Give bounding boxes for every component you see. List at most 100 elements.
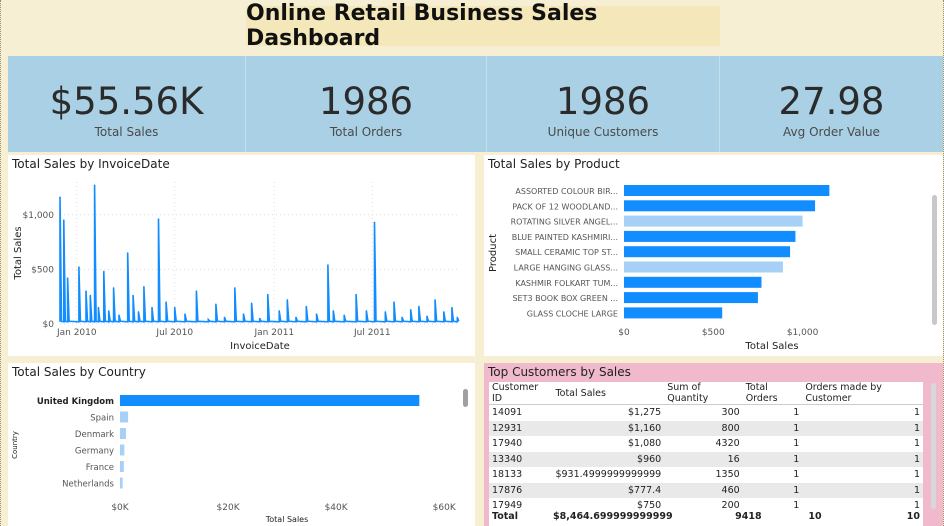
line-point [234, 287, 236, 289]
table-cell: 300 [721, 407, 740, 419]
panel-title: Total Sales by Product [488, 157, 620, 171]
table-cell: 460 [664, 482, 743, 498]
table-cell: $960 [552, 451, 665, 467]
line-point [409, 309, 412, 311]
country-bar [120, 428, 126, 439]
sales-by-date-panel[interactable]: Total Sales by InvoiceDate Jan 2010 Jul 2… [8, 155, 475, 356]
kpi-total-sales[interactable]: $55.56K Total Sales [8, 56, 245, 152]
col-header-sorted[interactable]: Total Sales [552, 382, 665, 405]
y-tick-label: $1,000 [23, 211, 55, 221]
x-axis-title: Total Sales [744, 341, 798, 352]
table-cell: 1 [913, 500, 920, 512]
product-bar [624, 292, 758, 304]
table-row[interactable]: 17949 $750 200 1 1 [489, 498, 923, 514]
table-cell: 1 [793, 469, 800, 481]
kpi-total-orders[interactable]: 1986 Total Orders [246, 56, 486, 152]
line-point [195, 290, 198, 293]
table-cell: 800 [664, 420, 743, 436]
y-tick-label: $500 [31, 265, 54, 275]
dashboard-title: Online Retail Business Sales Dashboard [246, 1, 598, 51]
left-border [0, 0, 3, 526]
line-point [85, 290, 87, 293]
line-point [456, 316, 459, 319]
x-tick-label: Jan 2010 [56, 328, 97, 338]
table-cell: $1,080 [627, 438, 662, 450]
y-axis-title: Country [11, 431, 19, 459]
table-cell: $750 [637, 500, 662, 512]
kpi-unique-customers[interactable]: 1986 Unique Customers [487, 56, 719, 152]
category-label: ASSORTED COLOUR BIR... [515, 187, 618, 196]
x-tick-label: $60K [433, 503, 457, 513]
y-tick-label: $0 [43, 320, 55, 330]
col-header[interactable]: Sum of Quantity [664, 382, 743, 405]
line-point [384, 311, 387, 313]
table-cell: 1 [793, 407, 800, 419]
total-row: Total $8,464.699999999999 9418 10 10 [489, 509, 923, 526]
col-header-label: Total Sales [555, 387, 606, 399]
top-customers-panel[interactable]: Top Customers by Sales Customer ID Total… [484, 363, 943, 526]
kpi-label: Unique Customers [547, 125, 659, 139]
table-cell: 1 [802, 451, 923, 467]
line-chart: Jan 2010 Jul 2010 Jan 2011 Jul 2011 $0 $500 $1… [13, 182, 460, 352]
line-point [132, 294, 134, 297]
kpi-value: 27.98 [778, 80, 885, 123]
col-header[interactable]: Customer ID [489, 382, 553, 405]
line-point [173, 306, 176, 309]
product-bar [624, 261, 783, 273]
country-bar [120, 461, 124, 472]
product-scrollbar[interactable] [932, 195, 937, 325]
x-tick-label: Jul 2011 [353, 328, 391, 338]
y-axis-title: Product [488, 234, 499, 272]
line-point [355, 293, 357, 296]
line-point [267, 293, 269, 296]
sales-by-country-panel[interactable]: Total Sales by Country $0K $20K $40K $60K Un… [8, 363, 475, 526]
x-tick-label: $0K [111, 503, 129, 513]
line-point [401, 316, 403, 319]
line-point [143, 286, 145, 288]
line-point [305, 305, 308, 308]
line-point [59, 196, 61, 199]
kpi-avg-order-value[interactable]: 27.98 Avg Order Value [720, 56, 943, 152]
table-cell: 1 [742, 420, 803, 436]
line-point [207, 318, 210, 321]
table-row[interactable]: 17876 $777.4 460 1 1 [489, 482, 923, 498]
line-point [426, 315, 428, 318]
table-cell: $1,275 [627, 407, 662, 419]
table-row[interactable]: 17940 $1,080 4320 1 1 [489, 436, 923, 452]
category-label: France [86, 463, 114, 473]
line-point [343, 314, 345, 317]
total-orders-by-customer: 10 [906, 511, 920, 523]
table-row[interactable]: 12931 $1,160 800 1 1 [489, 420, 923, 436]
table-cell: $931.4999999999999 [555, 469, 662, 481]
col-header[interactable]: Orders made by Customer [802, 382, 923, 405]
line-point [184, 313, 186, 315]
category-label: SMALL CERAMIC TOP ST... [515, 248, 618, 257]
table-cell: 1 [742, 451, 803, 467]
col-header[interactable]: Total Orders [742, 382, 803, 405]
table-cell: 16 [664, 451, 743, 467]
line-point [286, 299, 289, 301]
kpi-value: 1986 [318, 80, 414, 123]
x-tick-label: $0 [618, 328, 630, 338]
kpi-band: $55.56K Total Sales 1986 Total Orders 19… [8, 56, 943, 152]
x-axis-title: Total Sales [265, 515, 309, 524]
product-bar [624, 200, 816, 212]
table-header-row: Customer ID Total Sales Sum of Quantity … [489, 382, 923, 405]
line-point [418, 305, 420, 308]
table-cell: 14091 [492, 407, 523, 419]
table-row[interactable]: 14091 $1,275 300 1 1 [489, 405, 923, 421]
table-cell: 1 [913, 438, 920, 450]
sales-by-product-panel[interactable]: Total Sales by Product $0 $500 $1,000 ASSOR… [484, 155, 943, 356]
line-point [393, 301, 395, 303]
category-label: PACK OF 12 WOODLAND... [512, 202, 618, 211]
table-row[interactable]: 13340 $960 16 1 1 [489, 451, 923, 467]
line-point [315, 313, 318, 315]
table-scrollbar[interactable] [931, 383, 936, 509]
line-point [165, 301, 167, 303]
table-cell: 13340 [489, 451, 553, 467]
category-label: SET3 BOOK BOX GREEN ... [512, 294, 618, 303]
table-row[interactable]: 18133 $931.4999999999999 1350 1 1 [489, 467, 923, 483]
table-cell: 1 [802, 482, 923, 498]
product-bar [624, 307, 723, 319]
country-scrollbar[interactable] [463, 389, 468, 407]
